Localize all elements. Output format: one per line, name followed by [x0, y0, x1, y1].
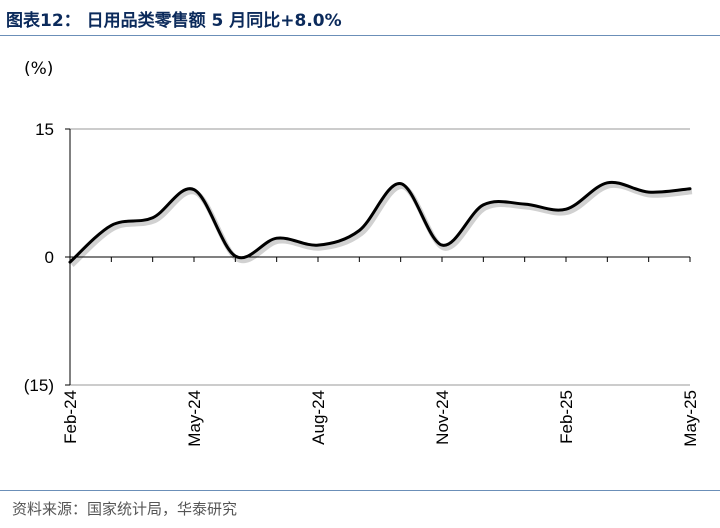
line-chart: 15 0 (15) Feb-24 May-24 Aug-24 Nov-24 Feb-25 May…	[24, 120, 700, 447]
x-tick-label-3: Nov-24	[433, 390, 452, 445]
x-tick-label-4: Feb-25	[557, 390, 576, 444]
x-tick-label-1: May-24	[185, 390, 204, 447]
footer-divider	[0, 490, 720, 491]
figure-title: 图表12： 日用品类零售额 5 月同比+8.0%	[6, 11, 342, 31]
x-tick-label-5: May-25	[681, 390, 700, 447]
x-tick-label-0: Feb-24	[61, 390, 80, 444]
y-tick-label-1: 0	[45, 248, 54, 267]
source-note: 资料来源：国家统计局，华泰研究	[12, 500, 238, 518]
y-tick-label-2: (15)	[24, 376, 54, 395]
title-divider	[0, 35, 720, 36]
x-tick-label-2: Aug-24	[309, 390, 328, 445]
y-tick-label-0: 15	[35, 120, 54, 139]
series-line-0	[68, 180, 692, 264]
y-axis-unit-label: (%)	[24, 59, 54, 79]
series-line-shadow-0	[70, 182, 693, 267]
